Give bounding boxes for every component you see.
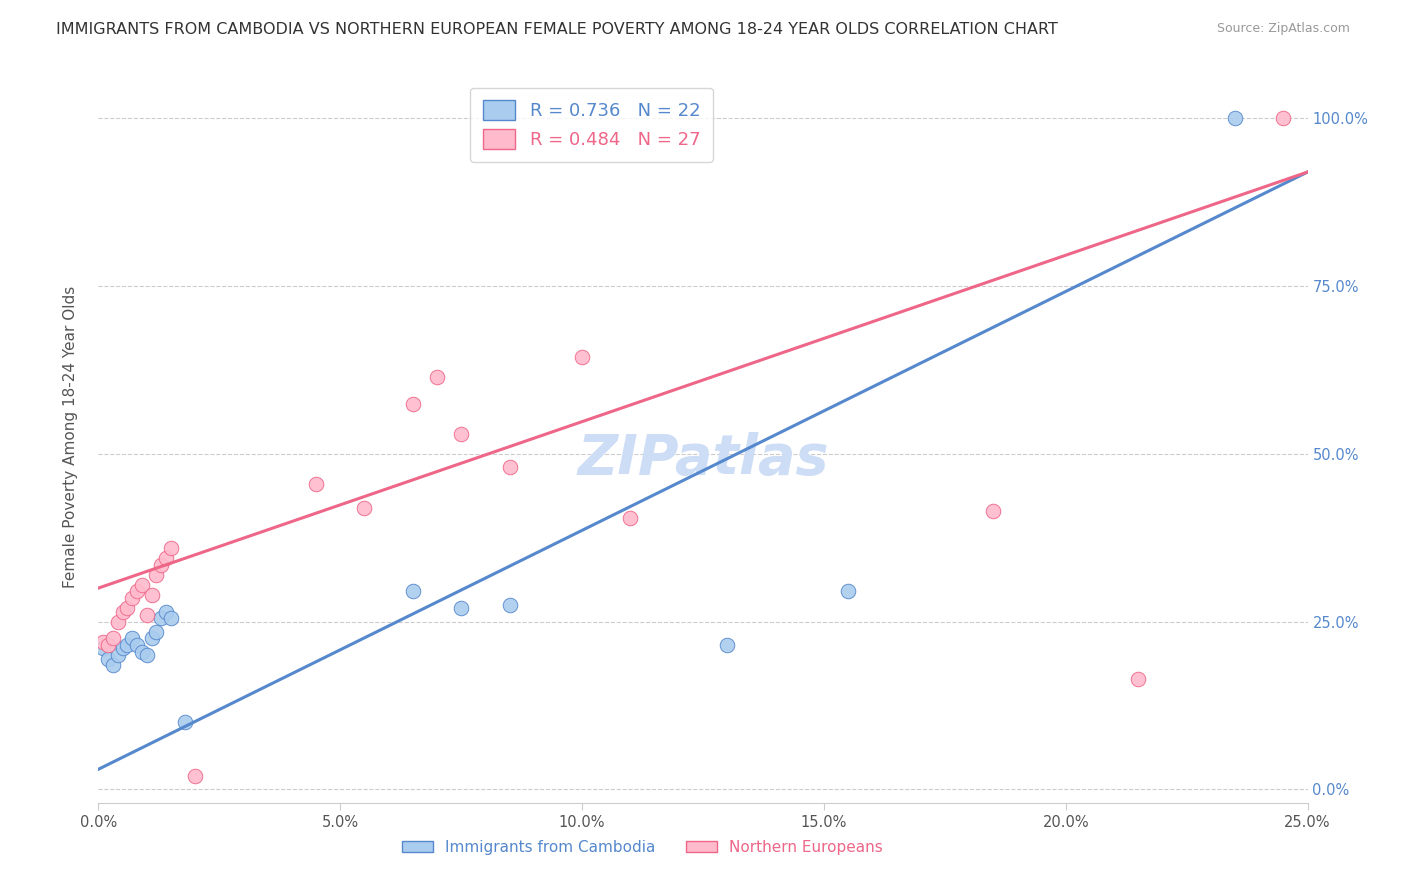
Point xyxy=(91,634,114,648)
Point xyxy=(1223,112,1246,126)
Legend: Immigrants from Cambodia, Northern Europeans: Immigrants from Cambodia, Northern Europ… xyxy=(396,834,889,861)
Point xyxy=(127,584,149,599)
Point xyxy=(426,369,449,384)
Point xyxy=(131,645,153,659)
Text: IMMIGRANTS FROM CAMBODIA VS NORTHERN EUROPEAN FEMALE POVERTY AMONG 18-24 YEAR OL: IMMIGRANTS FROM CAMBODIA VS NORTHERN EUR… xyxy=(56,22,1059,37)
Point xyxy=(1128,672,1150,686)
Point xyxy=(121,632,143,646)
Point xyxy=(155,605,177,619)
Point xyxy=(101,658,124,673)
Point xyxy=(127,638,149,652)
Point xyxy=(498,598,520,612)
Point xyxy=(117,638,139,652)
Point xyxy=(107,648,129,662)
Point xyxy=(150,558,173,572)
Point xyxy=(91,641,114,656)
Point xyxy=(111,605,134,619)
Point xyxy=(97,651,120,665)
Point xyxy=(450,426,472,441)
Point xyxy=(97,638,120,652)
Point xyxy=(150,611,173,625)
Point xyxy=(145,567,167,582)
Point xyxy=(101,632,124,646)
Point xyxy=(160,541,183,555)
Point xyxy=(155,550,177,565)
Point xyxy=(1272,112,1295,126)
Point xyxy=(450,601,472,615)
Point xyxy=(571,350,593,364)
Point xyxy=(716,638,738,652)
Point xyxy=(353,500,375,515)
Point xyxy=(305,477,328,491)
Point xyxy=(135,607,157,622)
Point xyxy=(174,715,197,730)
Text: Source: ZipAtlas.com: Source: ZipAtlas.com xyxy=(1216,22,1350,36)
Point xyxy=(121,591,143,606)
Point xyxy=(107,615,129,629)
Point xyxy=(184,769,207,783)
Point xyxy=(141,632,163,646)
Point xyxy=(498,460,520,475)
Point xyxy=(160,611,183,625)
Point xyxy=(402,584,425,599)
Point xyxy=(135,648,157,662)
Point xyxy=(141,588,163,602)
Point xyxy=(111,641,134,656)
Point xyxy=(145,624,167,639)
Point xyxy=(131,578,153,592)
Point xyxy=(981,504,1004,518)
Point xyxy=(402,396,425,410)
Y-axis label: Female Poverty Among 18-24 Year Olds: Female Poverty Among 18-24 Year Olds xyxy=(63,286,77,588)
Text: ZIPatlas: ZIPatlas xyxy=(578,432,828,486)
Point xyxy=(619,510,641,524)
Point xyxy=(837,584,859,599)
Point xyxy=(117,601,139,615)
